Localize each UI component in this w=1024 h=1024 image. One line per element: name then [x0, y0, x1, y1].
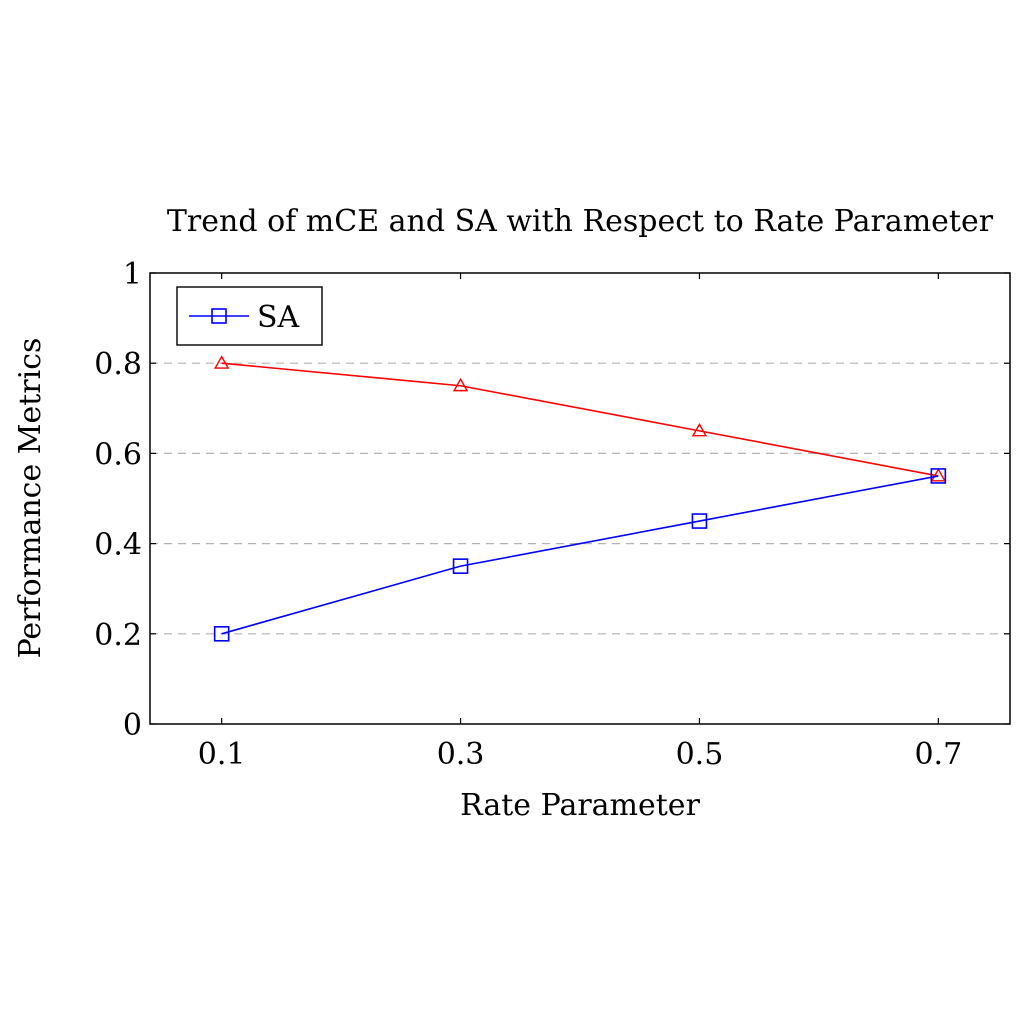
data-point-mce-0	[213, 355, 230, 369]
axis-ticks: 0 0.2 0.4 0.6 0.8 1 0.1 0.3 0.5 0.7	[94, 257, 1010, 772]
x-tick-label: 0.1	[198, 737, 246, 772]
y-tick-label: 0.6	[94, 437, 142, 472]
legend-swatch-marker	[211, 308, 227, 324]
x-axis-label: Rate Parameter	[460, 788, 700, 823]
series-line-mce	[221, 362, 939, 477]
plot-frame	[149, 272, 1011, 725]
data-point-sa-2	[691, 513, 708, 529]
y-tick-label: 1	[123, 257, 142, 292]
data-point-sa-1	[452, 558, 469, 574]
y-tick-label: 0.4	[94, 528, 142, 563]
y-axis-label: Performance Metrics	[13, 338, 48, 659]
grid-lines	[150, 362, 1010, 635]
data-point-mce-2	[691, 422, 708, 437]
series-sa	[213, 468, 947, 642]
series-mce	[213, 355, 947, 482]
x-tick-label: 0.7	[914, 737, 962, 772]
data-point-sa-0	[213, 625, 230, 642]
x-tick-label: 0.3	[437, 737, 485, 772]
y-tick-label: 0.8	[94, 347, 142, 382]
chart-title: Trend of mCE and SA with Respect to Rate…	[167, 204, 994, 239]
data-point-mce-3	[930, 468, 947, 482]
series-layer	[213, 355, 947, 642]
legend-label: SA	[257, 300, 300, 335]
y-tick-label: 0	[123, 708, 142, 743]
legend: SA	[176, 286, 323, 346]
y-tick-label: 0.2	[94, 618, 142, 653]
x-tick-label: 0.5	[676, 737, 724, 772]
series-line-sa	[221, 475, 939, 635]
data-point-sa-3	[930, 468, 947, 484]
data-point-mce-1	[452, 377, 469, 392]
